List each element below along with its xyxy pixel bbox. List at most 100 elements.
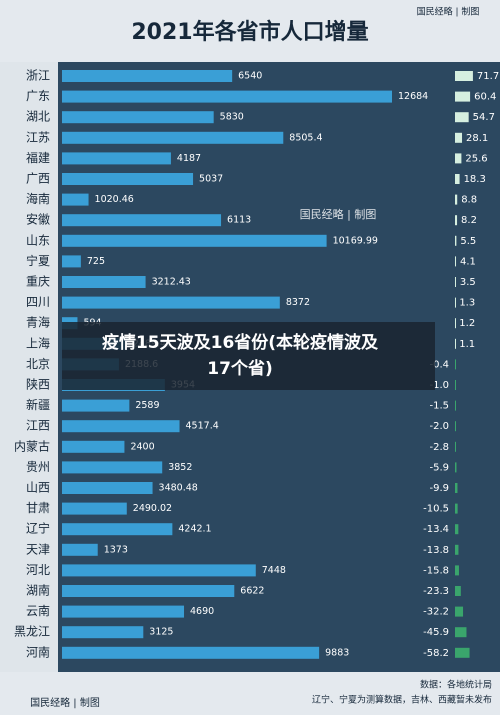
category-label: 黑龙江: [14, 625, 50, 639]
bar: [62, 131, 284, 144]
bar: [62, 646, 320, 659]
watermark: 国民经略 | 制图: [30, 696, 100, 709]
caption: 17个省): [207, 358, 272, 379]
change-label: -23.3: [423, 586, 449, 597]
bar: [62, 482, 153, 494]
value-label: 10169.99: [333, 235, 378, 246]
category-label: 云南: [26, 603, 50, 618]
bar: [62, 70, 233, 82]
change-label: -58.2: [423, 648, 449, 659]
category-label: 广西: [26, 172, 50, 186]
bar: [62, 543, 98, 556]
category-label: 新疆: [26, 397, 50, 412]
change-bar: [455, 524, 459, 535]
category-label: 陕西: [26, 377, 50, 392]
value-label: 2490.02: [133, 503, 172, 514]
change-label: -2.0: [429, 421, 449, 432]
change-bar: [455, 132, 463, 143]
label-strip: [0, 62, 58, 672]
category-label: 安徽: [26, 212, 50, 227]
note: 辽宁、宁夏为测算数据，吉林、西藏暂未发布: [312, 694, 492, 706]
bar: [62, 440, 125, 453]
category-label: 广东: [26, 89, 50, 103]
change-label: -10.5: [423, 504, 449, 515]
value-label: 5830: [220, 112, 244, 123]
value-label: 4690: [190, 606, 214, 617]
value-label: 1373: [104, 544, 128, 555]
value-label: 3125: [149, 627, 173, 638]
change-label: 25.6: [465, 153, 487, 164]
change-bar: [455, 153, 462, 164]
change-label: 8.8: [461, 195, 477, 206]
bar: [62, 276, 146, 288]
value-label: 6540: [238, 71, 262, 82]
value-label: 6622: [240, 586, 264, 597]
bar: [62, 399, 130, 412]
category-label: 宁夏: [26, 253, 50, 268]
category-label: 湖南: [26, 583, 50, 598]
category-label: 山西: [26, 481, 50, 495]
change-bar: [455, 318, 456, 329]
title-band: [0, 0, 500, 62]
bar: [62, 234, 327, 247]
change-label: -1.5: [429, 401, 449, 412]
caption: 疫情15天波及16省份(本轮疫情波及: [102, 332, 379, 353]
category-label: 重庆: [26, 275, 50, 289]
category-label: 甘肃: [26, 501, 50, 515]
value-label: 725: [87, 256, 105, 267]
change-bar: [455, 297, 456, 308]
change-bar: [455, 359, 456, 370]
change-label: 1.1: [459, 339, 475, 350]
value-label: 4187: [177, 153, 201, 164]
footer-band: [0, 672, 500, 715]
change-label: -45.9: [423, 627, 449, 638]
value-label: 3212.43: [152, 277, 191, 288]
bar: [62, 564, 256, 577]
change-bar: [455, 174, 460, 184]
change-label: -5.9: [429, 462, 449, 473]
bar: [62, 173, 194, 185]
change-bar: [455, 483, 458, 493]
change-bar: [455, 194, 458, 205]
category-label: 湖北: [26, 109, 50, 124]
bar: [62, 626, 144, 639]
category-label: 浙江: [26, 69, 50, 83]
change-bar: [455, 606, 464, 617]
category-label: 江苏: [26, 130, 50, 144]
value-label: 5037: [199, 174, 223, 185]
change-label: 71.7: [477, 71, 499, 82]
change-label: -32.2: [423, 607, 449, 618]
change-label: -13.8: [423, 545, 449, 556]
value-label: 3852: [168, 462, 192, 473]
value-label: 4242.1: [178, 524, 211, 535]
change-label: 18.3: [464, 174, 486, 185]
category-label: 福建: [26, 150, 50, 165]
value-label: 8372: [286, 297, 310, 308]
bar: [62, 585, 235, 597]
change-label: -1.0: [429, 380, 449, 391]
category-label: 北京: [26, 357, 50, 371]
change-bar: [455, 421, 456, 432]
caption-box: [62, 322, 435, 390]
bar: [62, 420, 180, 433]
marks: 浙江 6540 71.7 广东 12684 60.4 湖北 5830 54.7 江苏 8505.4 2…: [14, 69, 499, 660]
bar: [62, 296, 280, 309]
category-label: 四川: [26, 295, 50, 309]
value-label: 3480.48: [159, 483, 198, 494]
change-label: 5.5: [460, 236, 476, 247]
change-label: -2.8: [429, 442, 449, 453]
change-bar: [455, 627, 467, 638]
bar: [62, 111, 214, 124]
value-label: 2400: [130, 441, 154, 452]
change-label: 28.1: [466, 133, 488, 144]
watermark: 国民经略 | 制图: [417, 6, 480, 18]
value-label: 12684: [398, 91, 428, 102]
change-bar: [455, 338, 456, 349]
change-bar: [455, 441, 456, 452]
category-label: 青海: [26, 315, 50, 330]
change-label: 54.7: [473, 112, 495, 123]
change-bar: [455, 277, 456, 287]
chart-title: 2021年各省市人口增量: [131, 19, 368, 45]
category-label: 海南: [26, 191, 50, 206]
bar: [62, 255, 81, 268]
